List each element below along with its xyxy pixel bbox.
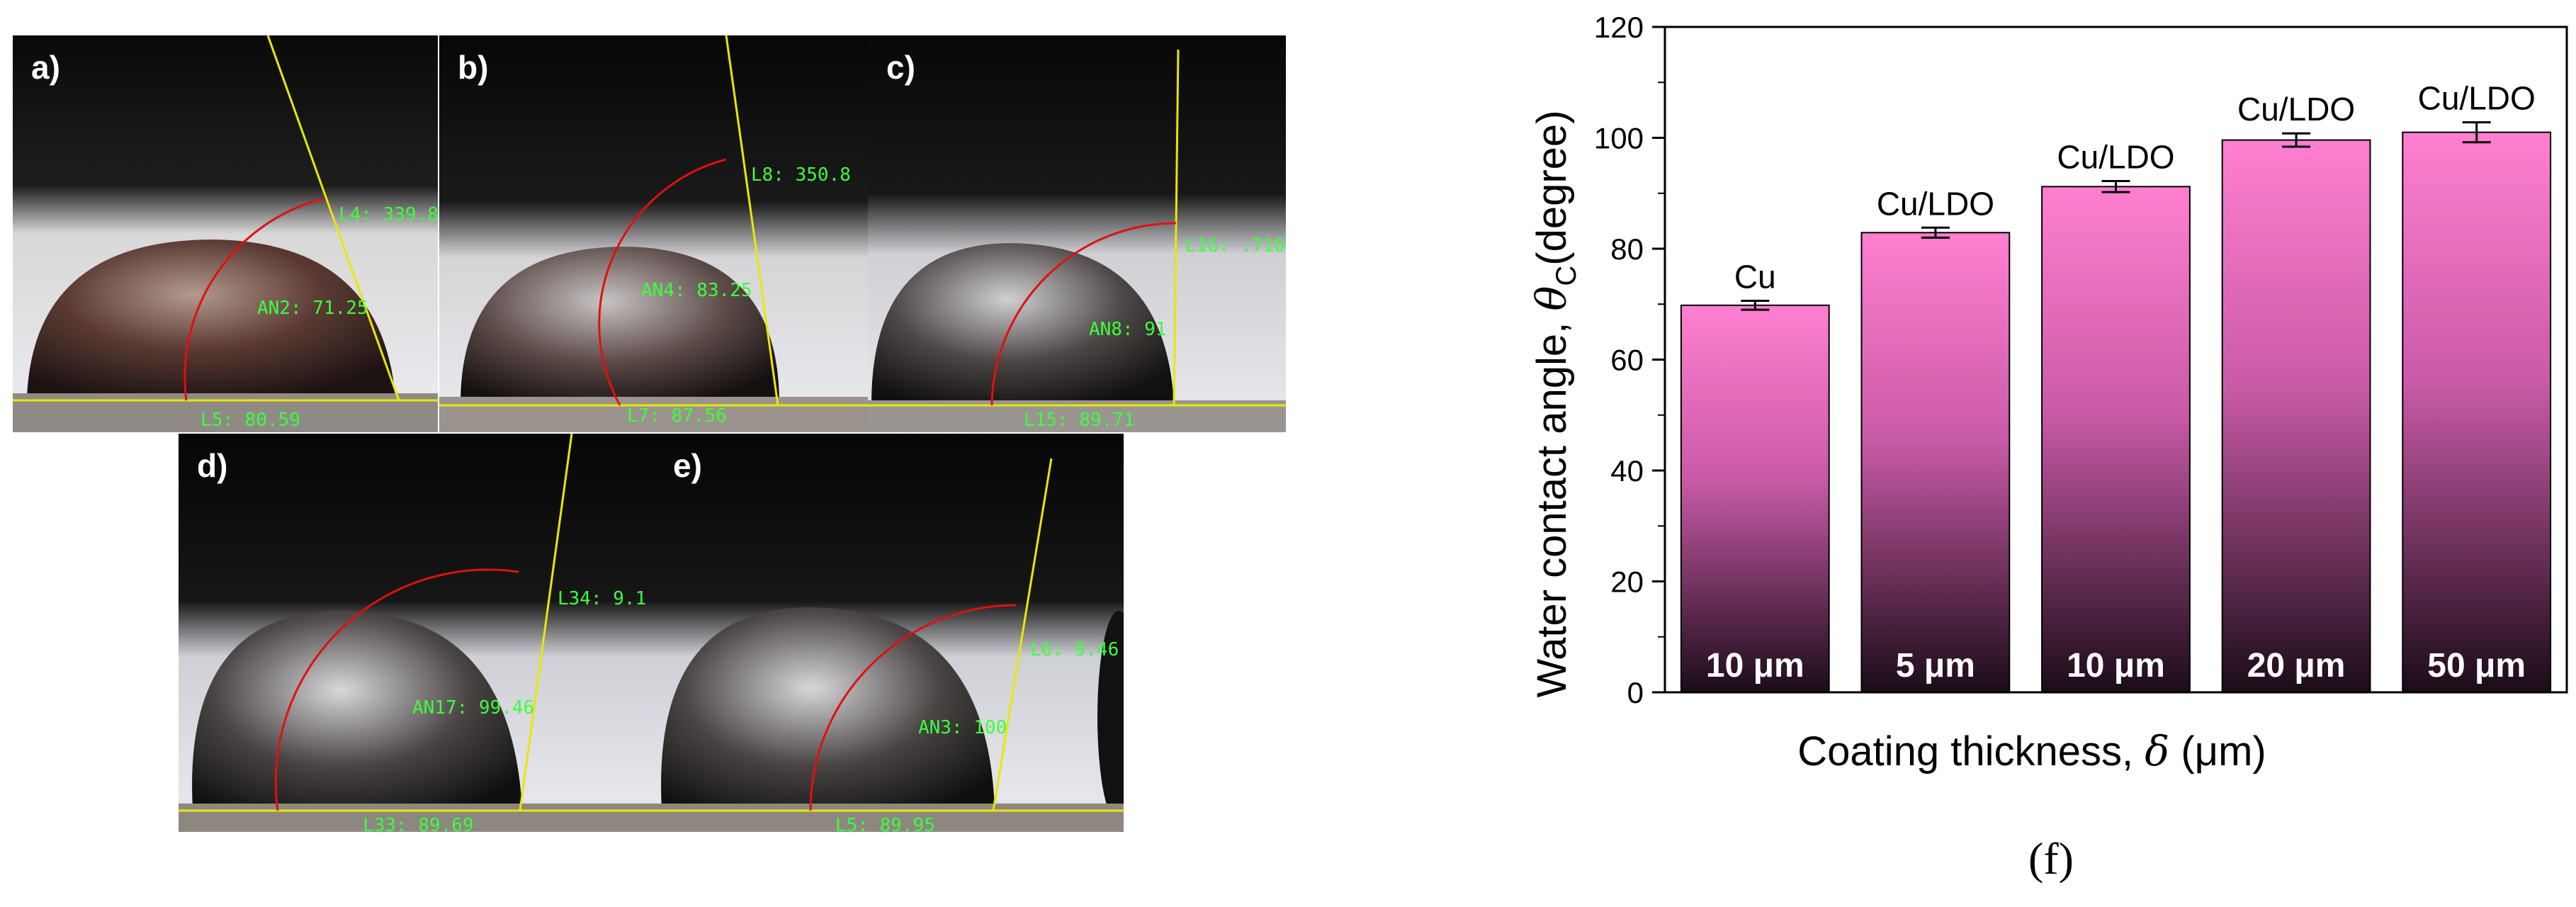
measurement-baseline-e: L5: 89.95 <box>835 815 935 832</box>
measurement-baseline-d: L33: 89.69 <box>363 815 474 832</box>
bar-5 <box>2402 131 2552 694</box>
panel-label-d: d) <box>197 447 228 484</box>
y-tick-label-80: 80 <box>1610 232 1644 266</box>
measurement-length-a: L4: 339.8 <box>339 204 438 225</box>
measurement-angle-e: AN3: 100 <box>918 717 1007 738</box>
droplet-image-e <box>655 434 1124 832</box>
y-tick-label-20: 20 <box>1610 565 1644 599</box>
photo-panel-c: c) L16: .7102 AN8: 91 L15: 89.71 <box>868 35 1286 432</box>
droplet-image-d <box>179 434 655 832</box>
bar-top-label-5: Cu/LDO <box>2418 80 2536 117</box>
photo-panel-e: e) L6: 9.46 AN3: 100 L5: 89.95 <box>655 434 1124 832</box>
contact-angle-bar-chart: Cu 10 μm Cu/LDO 5 μm Cu/LDO 10 μm Cu/LDO 20 μm C… <box>1527 11 2568 775</box>
bar-3 <box>2041 186 2191 693</box>
category-label-3: 10 μm <box>2067 647 2165 685</box>
panel-label-b: b) <box>458 49 489 86</box>
panel-label-a: a) <box>31 49 60 86</box>
category-label-4: 20 μm <box>2247 647 2346 685</box>
measurement-angle-d: AN17: 99.46 <box>412 697 535 719</box>
bar-2 <box>1860 232 2011 693</box>
measurement-length-b: L8: 350.8 <box>751 164 851 186</box>
panel-label-e: e) <box>673 447 702 484</box>
measurement-angle-c: AN8: 91 <box>1089 319 1167 340</box>
panel-label-c: c) <box>886 49 915 86</box>
bar-1 <box>1680 304 1830 693</box>
droplet-image-a <box>13 35 438 432</box>
figure-label: (f) <box>2028 833 2074 884</box>
measurement-length-d: L34: 9.1 <box>558 588 647 609</box>
measurement-length-e: L6: 9.46 <box>1030 639 1119 660</box>
bar-top-label-3: Cu/LDO <box>2057 139 2174 176</box>
category-label-2: 5 μm <box>1896 647 1975 685</box>
category-label-5: 50 μm <box>2427 647 2526 685</box>
photo-panel-a: a) L4: 339.8 AN2: 71.25 L5: 80.59 <box>13 35 438 432</box>
bar-4 <box>2221 139 2371 693</box>
bar-top-label-2: Cu/LDO <box>1877 185 1994 222</box>
y-tick-label-100: 100 <box>1594 122 1644 155</box>
y-tick-label-60: 60 <box>1610 344 1644 377</box>
photo-panel-b: b) L8: 350.8 AN4: 83.25 L7: 87.56 <box>439 35 868 432</box>
y-tick-label-0: 0 <box>1627 676 1644 709</box>
measurement-baseline-c: L15: 89.71 <box>1024 410 1135 431</box>
measurement-length-c: L16: .7102 <box>1185 235 1286 257</box>
droplet-image-b <box>439 35 868 432</box>
y-axis-title: Water contact angle, θC(degree) <box>1527 111 1582 698</box>
measurement-baseline-a: L5: 80.59 <box>200 410 300 431</box>
category-label-1: 10 μm <box>1706 647 1804 685</box>
bar-top-label-1: Cu <box>1734 259 1776 295</box>
x-axis-title: Coating thickness, δ (μm) <box>1797 727 2266 775</box>
y-tick-label-40: 40 <box>1610 454 1644 488</box>
measurement-baseline-b: L7: 87.56 <box>627 405 727 427</box>
bar-top-label-4: Cu/LDO <box>2237 91 2355 128</box>
photo-panel-d: d) L34: 9.1 AN17: 99.46 L33: 89.69 <box>179 434 655 832</box>
measurement-angle-b: AN4: 83.25 <box>641 280 752 301</box>
droplet-image-c <box>868 35 1286 432</box>
measurement-angle-a: AN2: 71.25 <box>257 298 368 319</box>
y-tick-label-120: 120 <box>1594 11 1644 44</box>
